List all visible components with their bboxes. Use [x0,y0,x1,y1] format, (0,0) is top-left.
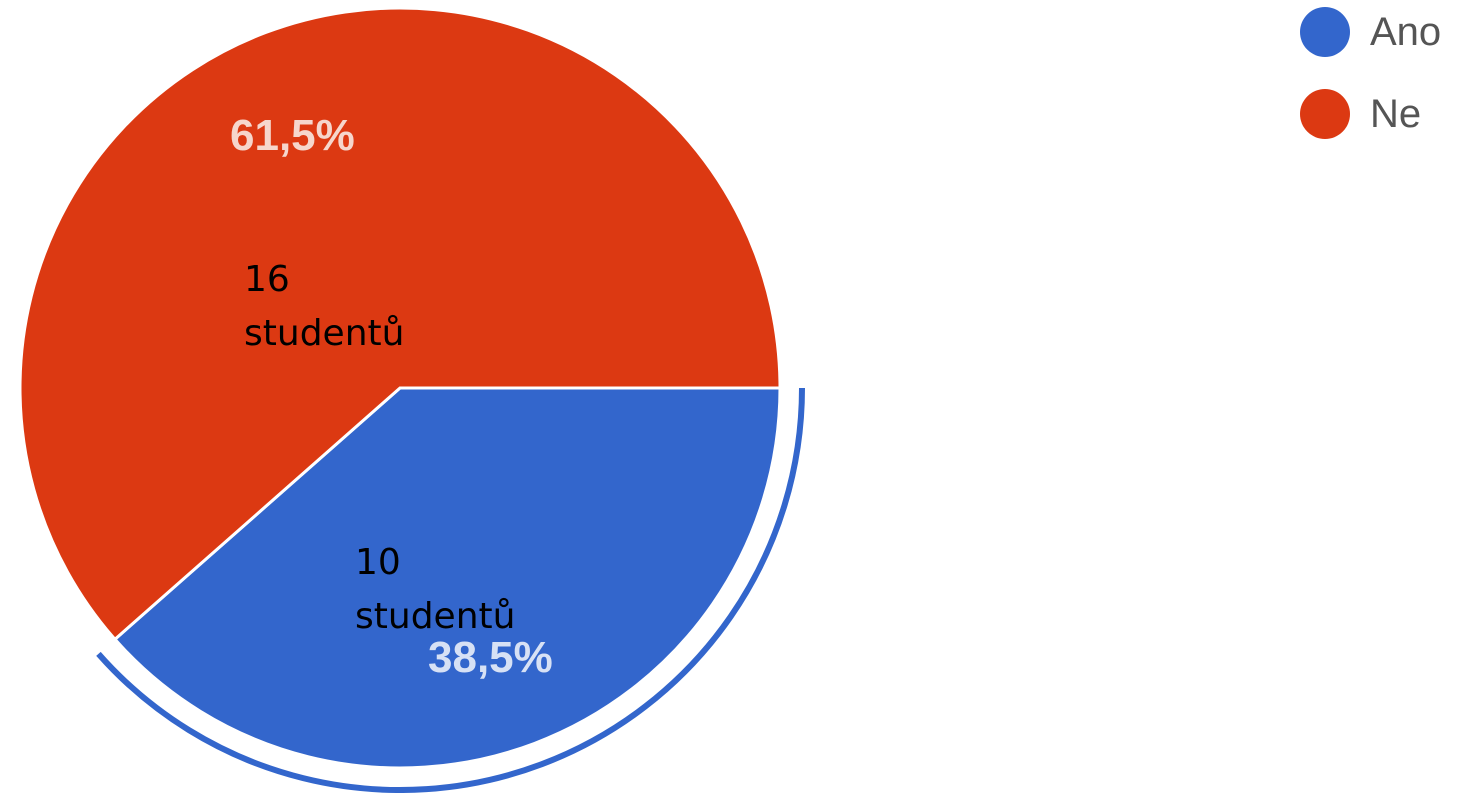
slice-highlight-ring-ano [96,387,805,793]
legend-label-ne: Ne [1370,92,1422,136]
legend-item-ano[interactable]: Ano [1300,6,1441,58]
pie-slice-ne[interactable] [18,6,782,642]
annotation-ano-count: 10 studentů [355,536,515,644]
annotation-ne-count: 16 studentů [244,253,404,361]
data-label-ano: 38,5% [428,633,553,682]
annotation-ne-number: 16 [244,259,290,300]
annotation-ano-number: 10 [355,542,401,583]
legend: Ano Ne [1300,6,1441,140]
pie-slices [18,6,782,770]
data-label-ne: 61,5% [230,111,355,160]
legend-swatch-ano [1300,7,1350,57]
legend-label-ano: Ano [1370,10,1442,54]
annotation-ne-text: studentů [244,313,405,354]
legend-item-ne[interactable]: Ne [1300,88,1441,140]
pie-slice-ano[interactable] [112,386,782,770]
legend-swatch-ne [1300,89,1350,139]
annotation-ano-text: studentů [355,596,516,637]
